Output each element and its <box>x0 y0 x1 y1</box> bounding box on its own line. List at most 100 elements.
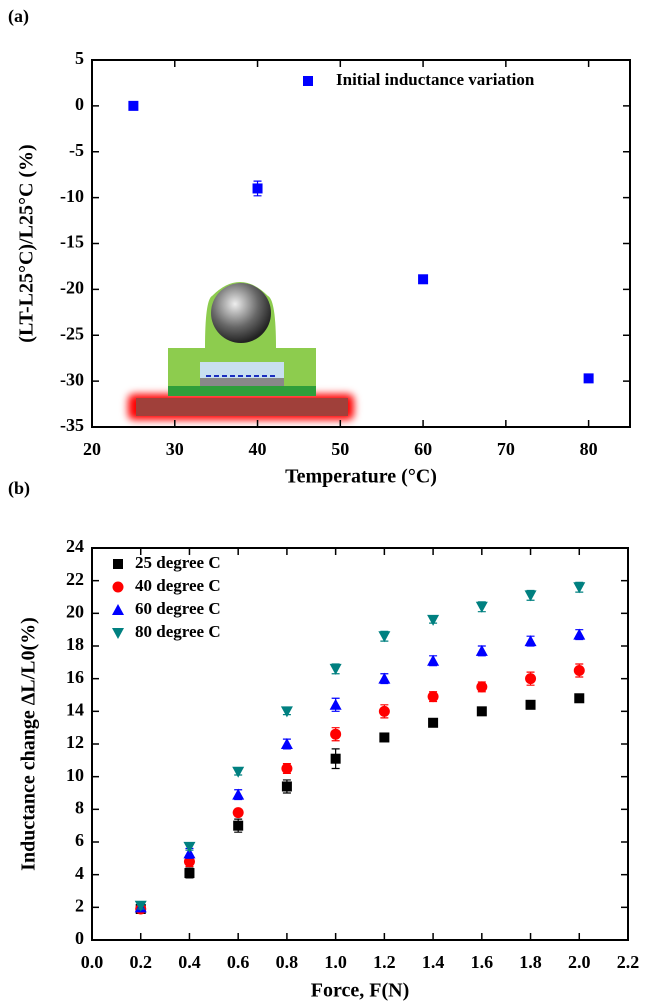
data-point <box>379 732 390 743</box>
data-point <box>378 672 391 684</box>
y-axis-title: (LT-L25°C)/L25°C (%) <box>16 144 38 342</box>
data-point <box>475 644 488 656</box>
y-tick-label: -10 <box>60 186 84 206</box>
x-tick-label: 80 <box>580 439 598 459</box>
data-point <box>525 699 536 710</box>
data-point <box>232 788 245 800</box>
x-axis-title: Force, F(N) <box>311 980 409 1002</box>
x-axis-title: Temperature (°C) <box>285 466 437 488</box>
legend-marker <box>112 628 124 639</box>
data-point <box>183 847 196 859</box>
y-tick-label: 0 <box>75 94 84 114</box>
data-point <box>232 766 245 778</box>
y-tick-label: 22 <box>66 569 84 589</box>
y-tick-label: -20 <box>60 278 84 298</box>
data-point <box>281 763 293 774</box>
data-point <box>281 781 292 792</box>
y-tick-label: 16 <box>66 667 84 687</box>
y-tick-label: 14 <box>66 699 84 719</box>
legend-marker <box>113 559 123 569</box>
plot-frame <box>91 547 629 941</box>
data-point <box>427 614 440 626</box>
data-point <box>329 698 342 710</box>
data-point <box>573 628 586 640</box>
x-tick-label: 40 <box>249 439 267 459</box>
x-tick-label: 2.2 <box>617 952 640 972</box>
x-tick-label: 0.2 <box>129 952 152 972</box>
y-tick-label: 24 <box>66 536 84 556</box>
y-tick-label: 18 <box>66 634 84 654</box>
y-tick-label: -5 <box>69 140 84 160</box>
legend-label: 40 degree C <box>135 576 221 595</box>
x-tick-label: 1.2 <box>373 952 396 972</box>
x-tick-label: 20 <box>83 439 101 459</box>
panel-label: (a) <box>8 6 29 27</box>
x-tick-label: 70 <box>497 439 515 459</box>
data-point <box>475 601 488 613</box>
data-point <box>428 717 439 728</box>
data-point <box>476 706 487 717</box>
x-tick-label: 0.4 <box>178 952 201 972</box>
x-tick-label: 2.0 <box>568 952 591 972</box>
legend-marker <box>112 604 124 615</box>
data-point <box>128 100 139 111</box>
data-point <box>427 654 440 666</box>
y-tick-label: 20 <box>66 601 84 621</box>
y-tick-label: 6 <box>75 830 84 850</box>
data-point <box>427 691 439 703</box>
legend-marker <box>112 581 124 593</box>
y-tick-label: -35 <box>60 415 84 435</box>
data-point <box>525 673 537 685</box>
x-tick-label: 1.6 <box>471 952 494 972</box>
y-tick-label: -25 <box>60 323 84 343</box>
data-point <box>184 868 195 879</box>
data-point <box>476 681 488 693</box>
data-point <box>573 582 586 594</box>
y-tick-label: -15 <box>60 232 84 252</box>
x-tick-label: 1.4 <box>422 952 445 972</box>
x-tick-label: 1.8 <box>519 952 542 972</box>
y-tick-label: 8 <box>75 797 84 817</box>
y-axis-title: Inductance change ΔL/L0(%) <box>18 617 40 871</box>
data-point <box>418 274 429 285</box>
data-point <box>233 820 244 831</box>
data-point <box>378 631 391 643</box>
data-point <box>134 900 147 912</box>
y-tick-label: 0 <box>75 928 84 948</box>
data-point <box>232 807 244 819</box>
y-tick-label: 12 <box>66 732 84 752</box>
data-point <box>330 753 341 764</box>
data-point <box>280 738 293 749</box>
data-point <box>183 841 196 853</box>
data-point <box>574 693 585 704</box>
y-tick-label: -30 <box>60 369 84 389</box>
x-tick-label: 60 <box>414 439 432 459</box>
data-point <box>378 705 390 717</box>
x-tick-label: 0.6 <box>227 952 250 972</box>
legend-label: 25 degree C <box>135 553 221 572</box>
data-point <box>329 663 342 675</box>
data-point <box>573 665 585 676</box>
legend-label: Initial inductance variation <box>336 70 535 89</box>
x-tick-label: 0.8 <box>276 952 299 972</box>
data-point <box>524 590 537 602</box>
x-tick-label: 50 <box>331 439 349 459</box>
y-tick-label: 4 <box>75 863 84 883</box>
x-tick-label: 30 <box>166 439 184 459</box>
data-point <box>252 183 263 194</box>
x-tick-label: 1.0 <box>324 952 347 972</box>
legend-label: 60 degree C <box>135 599 221 618</box>
inset-diagram <box>128 282 354 420</box>
legend-label: 80 degree C <box>135 622 221 641</box>
plot-frame <box>91 59 631 428</box>
y-tick-label: 10 <box>66 765 84 785</box>
data-point <box>280 706 293 718</box>
data-point <box>524 635 537 647</box>
data-point <box>583 373 594 384</box>
data-point <box>330 728 342 740</box>
legend-marker <box>303 76 313 86</box>
y-tick-label: 2 <box>75 895 84 915</box>
panel-label: (b) <box>8 478 30 499</box>
x-tick-label: 0.0 <box>81 952 104 972</box>
